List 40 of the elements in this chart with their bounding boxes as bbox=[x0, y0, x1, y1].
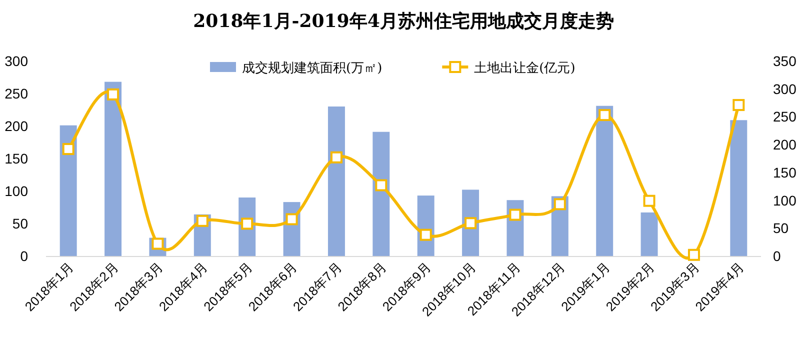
point bbox=[598, 109, 611, 122]
y2-tick-label: 250 bbox=[773, 108, 797, 125]
point bbox=[732, 99, 745, 112]
point bbox=[196, 214, 208, 227]
chart-title: 2018年1月-2019年4月苏州住宅用地成交月度走势 bbox=[193, 11, 614, 32]
legend-label: 土地出让金(亿元) bbox=[474, 61, 576, 76]
point bbox=[330, 151, 342, 164]
point bbox=[286, 213, 298, 226]
y2-tick-label: 100 bbox=[773, 192, 797, 208]
point bbox=[420, 228, 432, 241]
point bbox=[107, 88, 120, 100]
bar bbox=[640, 212, 658, 256]
bar bbox=[60, 125, 77, 256]
y-tick-label: 150 bbox=[4, 150, 28, 166]
bar bbox=[104, 82, 122, 256]
y2-tick-label: 300 bbox=[773, 80, 797, 97]
y-tick-label: 50 bbox=[12, 216, 28, 232]
point bbox=[241, 218, 254, 230]
y2-tick-label: 200 bbox=[773, 136, 797, 153]
point bbox=[375, 179, 388, 192]
bar bbox=[328, 106, 345, 256]
y2-tick-label: 50 bbox=[773, 220, 789, 236]
bar bbox=[596, 106, 614, 256]
y-tick-label: 100 bbox=[4, 183, 28, 199]
point bbox=[554, 198, 566, 210]
y-tick-label: 0 bbox=[20, 248, 28, 264]
y2-tick-label: 350 bbox=[773, 53, 797, 69]
bar bbox=[372, 132, 390, 256]
point bbox=[509, 208, 522, 221]
point bbox=[643, 194, 656, 207]
point bbox=[62, 143, 74, 156]
y-tick-label: 200 bbox=[4, 118, 28, 134]
point bbox=[688, 248, 700, 261]
point bbox=[464, 217, 477, 230]
bar bbox=[730, 120, 748, 256]
y-tick-label: 300 bbox=[4, 53, 28, 69]
legend-label: 成交规划建筑面积(万㎡) bbox=[242, 60, 382, 76]
y-tick-label: 250 bbox=[4, 86, 28, 102]
y2-tick-label: 150 bbox=[773, 164, 797, 180]
y2-tick-label: 0 bbox=[773, 248, 781, 264]
